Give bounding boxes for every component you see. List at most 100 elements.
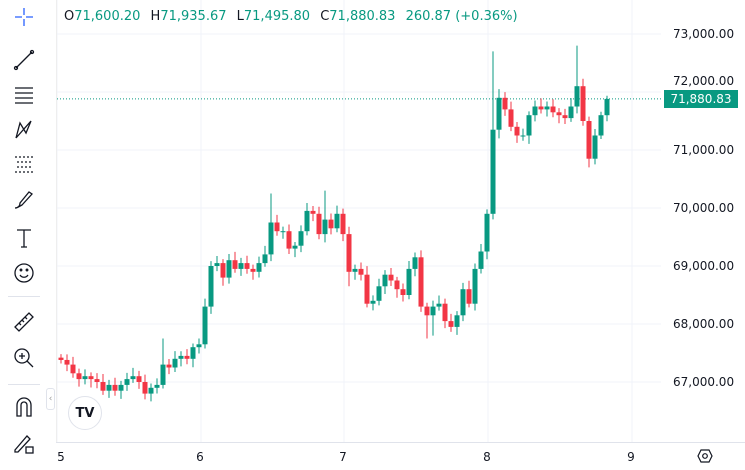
zoom-in-icon — [14, 348, 34, 368]
fib-icon — [15, 156, 33, 173]
candle-body — [58, 357, 64, 360]
candle-body — [400, 289, 406, 295]
horizontal-lines-icon — [15, 87, 33, 104]
settings-icon[interactable] — [697, 448, 713, 464]
candle-body — [226, 260, 232, 278]
candle-body — [250, 268, 256, 272]
lock-draw-tool[interactable] — [8, 428, 40, 458]
candle-body — [94, 379, 100, 382]
candle-body — [394, 280, 400, 290]
brush-tool[interactable] — [8, 185, 40, 215]
candle-body — [412, 257, 418, 269]
candle-body — [322, 219, 328, 235]
candle-body — [568, 106, 574, 119]
pattern-tool[interactable] — [8, 115, 40, 145]
candle-body — [148, 387, 154, 394]
candle-body — [370, 300, 376, 304]
candle-body — [142, 382, 148, 394]
candle-body — [502, 97, 508, 110]
candle-body — [64, 359, 70, 365]
candle-body — [358, 268, 364, 275]
time-tick-label: 7 — [339, 450, 347, 464]
candle-body — [466, 289, 472, 304]
price-tick-label: 68,000.00 — [673, 317, 735, 331]
magnet-icon — [16, 397, 32, 417]
candle-body — [454, 315, 460, 327]
candle-body — [520, 135, 526, 137]
toolbar-divider — [8, 296, 40, 297]
collapse-toolbar-button[interactable]: ‹ — [46, 388, 55, 410]
candle-body — [202, 306, 208, 345]
price-axis[interactable]: 73,000.00 72,000.00 71,000.00 70,000.00 69,0… — [660, 0, 745, 442]
candle-body — [112, 384, 118, 391]
magnet-tool[interactable] — [8, 392, 40, 422]
candle-body — [472, 268, 478, 304]
candle-body — [562, 115, 568, 119]
candle-body — [580, 86, 586, 121]
candle-body — [130, 376, 136, 380]
zoom-in-tool[interactable] — [8, 343, 40, 373]
last-price-label: 71,880.83 — [664, 90, 738, 108]
close-value: 71,880.83 — [329, 9, 396, 24]
candle-body — [364, 274, 370, 304]
candle-body — [598, 115, 604, 136]
candle-body — [220, 263, 226, 278]
candle-body — [526, 115, 532, 136]
trend-line-icon — [13, 49, 35, 71]
candle-body — [484, 213, 490, 252]
candle-body — [310, 210, 316, 214]
candle-body — [244, 263, 250, 269]
fib-tool[interactable] — [8, 150, 40, 180]
candle-body — [136, 376, 142, 382]
time-axis[interactable]: 5 6 7 8 9 — [56, 442, 745, 470]
ruler-tool[interactable] — [8, 307, 40, 337]
time-tick-label: 5 — [57, 450, 65, 464]
text-tool[interactable] — [8, 223, 40, 253]
candle-body — [376, 286, 382, 301]
horizontal-lines-tool[interactable] — [8, 80, 40, 110]
candle-body — [82, 376, 88, 380]
candle-body — [352, 268, 358, 272]
candle-body — [238, 263, 244, 269]
tradingview-logo[interactable]: TV — [68, 396, 102, 430]
lock-draw-icon — [14, 435, 34, 454]
candle-body — [172, 358, 178, 368]
drawing-toolbar — [0, 0, 46, 470]
candle-body — [76, 373, 82, 380]
price-tick-label: 70,000.00 — [673, 201, 735, 215]
change-value: 260.87 (+0.36%) — [405, 9, 518, 24]
chart-pane[interactable] — [56, 0, 661, 442]
candle-body — [586, 121, 592, 159]
candle-body — [166, 364, 172, 368]
trend-line-tool[interactable] — [8, 45, 40, 75]
candle-body — [256, 263, 262, 272]
candle-body — [508, 109, 514, 127]
crosshair-tool[interactable] — [8, 2, 40, 32]
candle-body — [532, 106, 538, 116]
candle-body — [460, 289, 466, 316]
candle-body — [424, 306, 430, 316]
candle-body — [340, 213, 346, 235]
candle-body — [304, 210, 310, 232]
candle-body — [106, 384, 112, 391]
time-tick-label: 6 — [196, 450, 204, 464]
candle-body — [382, 274, 388, 287]
emoji-tool[interactable] — [8, 258, 40, 288]
candle-body — [334, 213, 340, 229]
candle-body — [268, 222, 274, 255]
candle-body — [232, 260, 238, 269]
candle-body — [316, 213, 322, 235]
price-tick-label: 67,000.00 — [673, 375, 735, 389]
candle-body — [406, 268, 412, 295]
candle-body — [574, 86, 580, 107]
candle-body — [196, 344, 202, 348]
candle-body — [418, 257, 424, 307]
candle-body — [286, 231, 292, 249]
low-key: L — [236, 9, 244, 24]
ruler-icon — [14, 312, 34, 332]
ohlc-legend: O71,600.20 H71,935.67 L71,495.80 C71,880… — [64, 9, 524, 24]
price-tick-label: 73,000.00 — [673, 27, 735, 41]
low-value: 71,495.80 — [243, 9, 311, 24]
candle-body — [118, 384, 124, 391]
candle-body — [292, 245, 298, 249]
